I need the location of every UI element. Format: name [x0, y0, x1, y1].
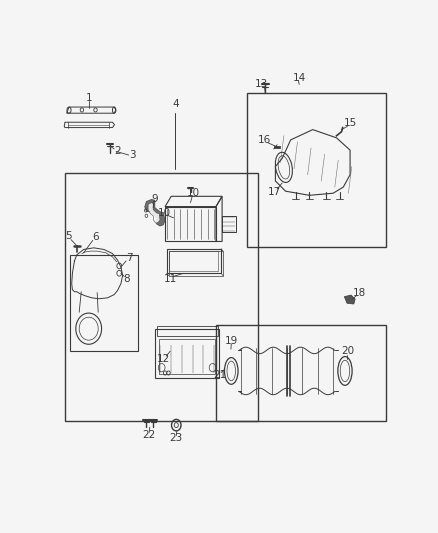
Text: 7: 7 [126, 253, 133, 263]
Text: 3: 3 [129, 150, 135, 160]
Bar [247, 93, 386, 247]
Text: 10: 10 [158, 207, 171, 217]
Text: 9: 9 [151, 193, 158, 204]
Polygon shape [145, 199, 165, 226]
Text: 6: 6 [92, 232, 99, 242]
Text: 19: 19 [225, 336, 238, 346]
Text: 13: 13 [254, 79, 268, 90]
Text: 1: 1 [85, 93, 92, 103]
Bar [65, 173, 258, 421]
Text: 17: 17 [268, 187, 281, 197]
Text: 16: 16 [258, 135, 271, 145]
Text: 20: 20 [341, 346, 354, 356]
Text: 4: 4 [172, 99, 179, 109]
Polygon shape [148, 203, 160, 223]
Bar [165, 207, 216, 241]
Bar [70, 255, 138, 351]
Text: 5: 5 [65, 231, 72, 241]
Text: 14: 14 [293, 72, 306, 83]
Text: 8: 8 [124, 274, 130, 285]
Text: 2: 2 [114, 146, 121, 156]
Polygon shape [344, 295, 355, 304]
Text: 23: 23 [170, 433, 183, 443]
Text: 10: 10 [187, 188, 200, 198]
Text: 21: 21 [213, 370, 226, 380]
Bar [222, 216, 236, 232]
Text: 15: 15 [343, 118, 357, 128]
Text: 12: 12 [157, 353, 170, 364]
Text: 18: 18 [353, 288, 366, 298]
Bar [155, 329, 219, 378]
Bar [216, 325, 386, 421]
Bar [159, 339, 215, 374]
Bar [169, 251, 223, 276]
Bar [156, 326, 218, 336]
Text: 22: 22 [142, 430, 156, 440]
Bar [170, 251, 219, 271]
Bar [167, 248, 221, 273]
Text: 11: 11 [163, 273, 177, 284]
